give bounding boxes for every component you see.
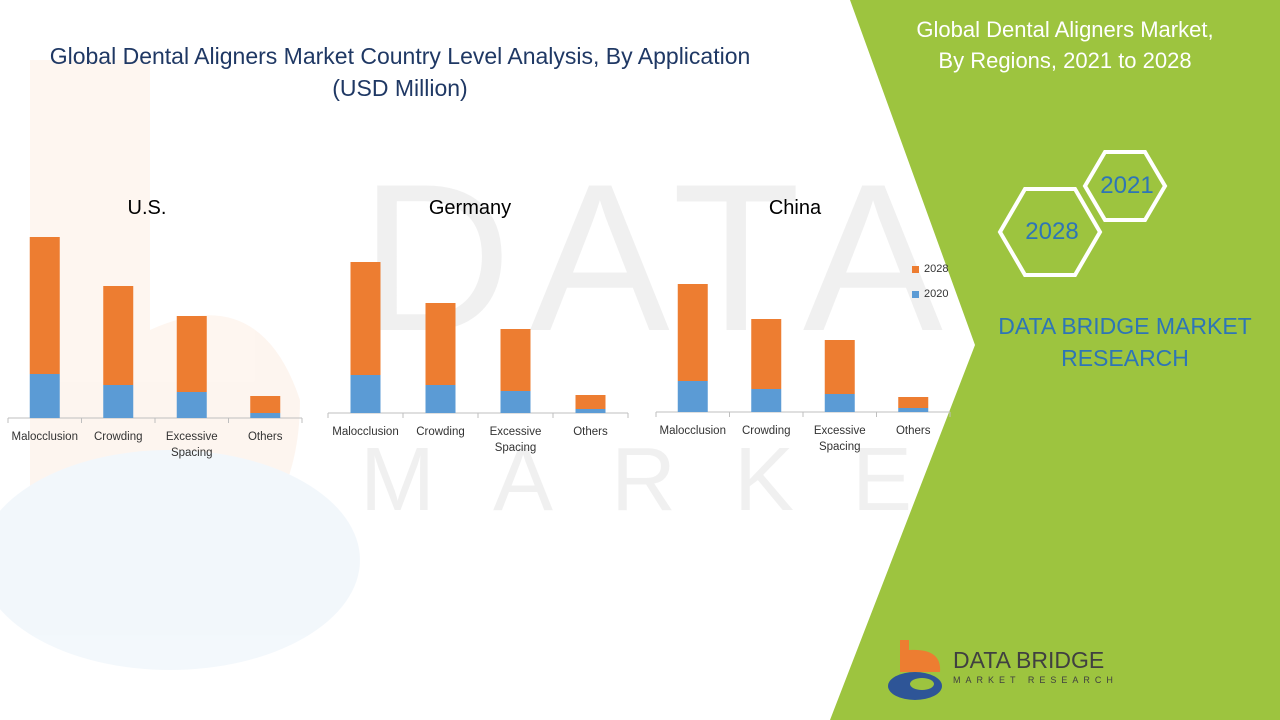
bar-2020 [677, 381, 708, 412]
hexagon-2028 [997, 187, 1103, 277]
bar-2028 [29, 237, 60, 374]
bar-2028 [575, 395, 606, 409]
side-title-line2: By Regions, 2021 to 2028 [938, 48, 1192, 73]
legend-item-2020: 2020 [912, 285, 948, 303]
category-label: Malocclusion [660, 425, 726, 437]
bar-2028 [824, 340, 855, 394]
legend-swatch-2028 [912, 265, 919, 273]
chart-title: China [769, 197, 822, 219]
brand-line1: DATA BRIDGE MARKET [998, 313, 1252, 339]
side-title: Global Dental Aligners Market, By Region… [880, 14, 1250, 76]
bar-2020 [425, 385, 456, 413]
bar-2028 [425, 303, 456, 385]
category-label: Excessive [166, 431, 218, 443]
legend-item-2028: 2028 [912, 260, 948, 278]
bar-2020 [350, 375, 381, 413]
category-label: Excessive [814, 425, 866, 437]
page-title-line2: (USD Million) [332, 75, 468, 101]
bar-2020 [176, 392, 207, 418]
bar-2020 [751, 389, 782, 412]
logo-subtitle: MARKET RESEARCH [953, 675, 1118, 685]
chart-legend: 2028 2020 [912, 260, 948, 310]
page-title-line1: Global Dental Aligners Market Country Le… [49, 43, 751, 69]
chart-title: U.S. [128, 197, 167, 219]
logo-name: DATA BRIDGE [953, 647, 1105, 673]
hex-label-2028: 2028 [1025, 218, 1079, 245]
green-panel [830, 0, 1280, 720]
category-label: Others [248, 431, 283, 443]
category-label: Malocclusion [332, 426, 398, 438]
bar-2020 [500, 391, 531, 413]
category-label: Crowding [94, 431, 143, 443]
logo-mark [888, 640, 942, 700]
brand-line2: RESEARCH [1061, 345, 1189, 371]
bar-2028 [250, 396, 281, 413]
legend-label-2028: 2028 [924, 263, 949, 275]
bar-2020 [824, 394, 855, 412]
bar-2020 [898, 408, 929, 412]
legend-label-2020: 2020 [924, 288, 949, 300]
category-label: Crowding [416, 426, 465, 438]
legend-swatch-2020 [912, 290, 919, 298]
page-title: Global Dental Aligners Market Country Le… [0, 40, 800, 104]
bar-2020 [103, 385, 134, 418]
chart-title: Germany [429, 197, 511, 219]
category-label: Spacing [819, 441, 861, 453]
side-title-line1: Global Dental Aligners Market, [916, 17, 1214, 42]
bar-2028 [350, 262, 381, 375]
category-label: Malocclusion [12, 431, 78, 443]
category-label: Spacing [171, 447, 213, 459]
bar-2028 [103, 286, 134, 385]
chart-1: Germany Malocclusion Crowding Excessive Spac… [327, 197, 629, 454]
category-label: Crowding [742, 425, 791, 437]
hex-label-2021: 2021 [1100, 172, 1154, 199]
brand-text: DATA BRIDGE MARKET RESEARCH [990, 310, 1260, 374]
bar-2020 [29, 374, 60, 418]
category-label: Excessive [490, 426, 542, 438]
bar-2020 [250, 413, 281, 418]
category-label: Others [896, 425, 931, 437]
bar-2020 [575, 409, 606, 413]
bar-2028 [751, 319, 782, 389]
hexagon-2021 [1082, 150, 1168, 222]
category-label: Spacing [495, 442, 537, 454]
bar-2028 [898, 397, 929, 408]
bar-2028 [176, 316, 207, 392]
bar-2028 [677, 284, 708, 381]
category-label: Others [573, 426, 608, 438]
bar-2028 [500, 329, 531, 391]
chart-2: China Malocclusion Crowding Excessive Spacin… [655, 197, 951, 453]
chart-0: U.S. Malocclusion Crowding Excessive Spacing… [7, 197, 303, 459]
